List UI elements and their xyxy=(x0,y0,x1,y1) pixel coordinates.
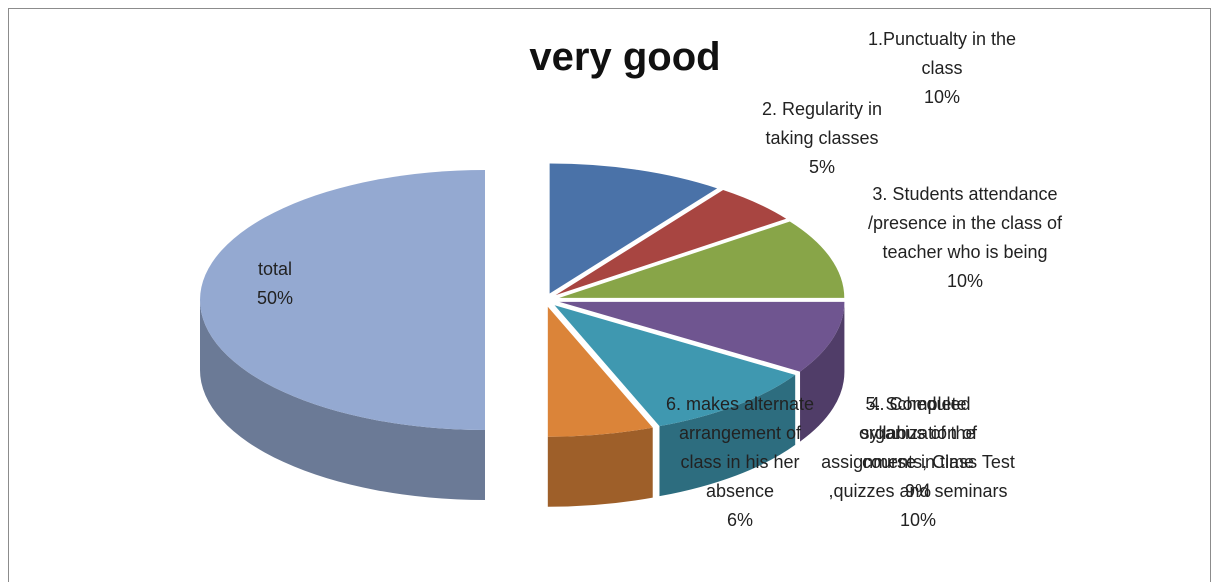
data-label: 1.Punctualty in the class 10% xyxy=(847,25,1037,112)
data-label: 6. makes alternate arrangement of class … xyxy=(665,390,815,535)
data-label: 4. Complete syllabus of the course in ti… xyxy=(843,390,993,506)
slice-side xyxy=(200,300,485,500)
value-label: 50% xyxy=(256,288,294,308)
slice-top xyxy=(549,163,718,294)
chart-title: very good xyxy=(529,35,721,79)
slice xyxy=(554,305,796,497)
value-label: 5% xyxy=(808,157,835,177)
slice-side xyxy=(800,301,845,442)
category-label: 4. Complete syllabus of the course in ti… xyxy=(860,394,976,472)
category-label: 5. Scheduled organization of assignments… xyxy=(821,394,1015,501)
value-label: 10% xyxy=(923,87,961,107)
chart-frame xyxy=(8,8,1211,582)
category-label: 6. makes alternate arrangement of class … xyxy=(665,394,815,501)
value-label: 6% xyxy=(726,510,753,530)
slice xyxy=(547,306,653,507)
value-label: 10% xyxy=(946,271,984,291)
slice xyxy=(555,189,787,296)
slice-top xyxy=(559,221,845,298)
value-label: 9% xyxy=(904,481,931,501)
slice-top xyxy=(200,170,485,430)
slice-side xyxy=(659,374,796,497)
category-label: 1.Punctualty in the class xyxy=(867,29,1017,78)
slice-top xyxy=(559,301,845,372)
slice-top xyxy=(547,306,653,437)
slice-top xyxy=(554,305,796,427)
data-label: total 50% xyxy=(220,255,330,313)
slice xyxy=(549,163,718,294)
category-label: 2. Regularity in taking classes xyxy=(761,99,883,148)
slice xyxy=(559,221,845,298)
category-label: 3. Students attendance /presence in the … xyxy=(867,184,1063,262)
data-label: 2. Regularity in taking classes 5% xyxy=(737,95,907,182)
slice xyxy=(559,301,845,442)
category-label: total xyxy=(257,259,293,279)
data-label: 5. Scheduled organization of assignments… xyxy=(816,390,1021,535)
slice-side xyxy=(547,427,653,507)
slice-top xyxy=(555,189,787,296)
value-label: 10% xyxy=(899,510,937,530)
slice xyxy=(200,170,485,500)
data-label: 3. Students attendance /presence in the … xyxy=(845,180,1085,296)
